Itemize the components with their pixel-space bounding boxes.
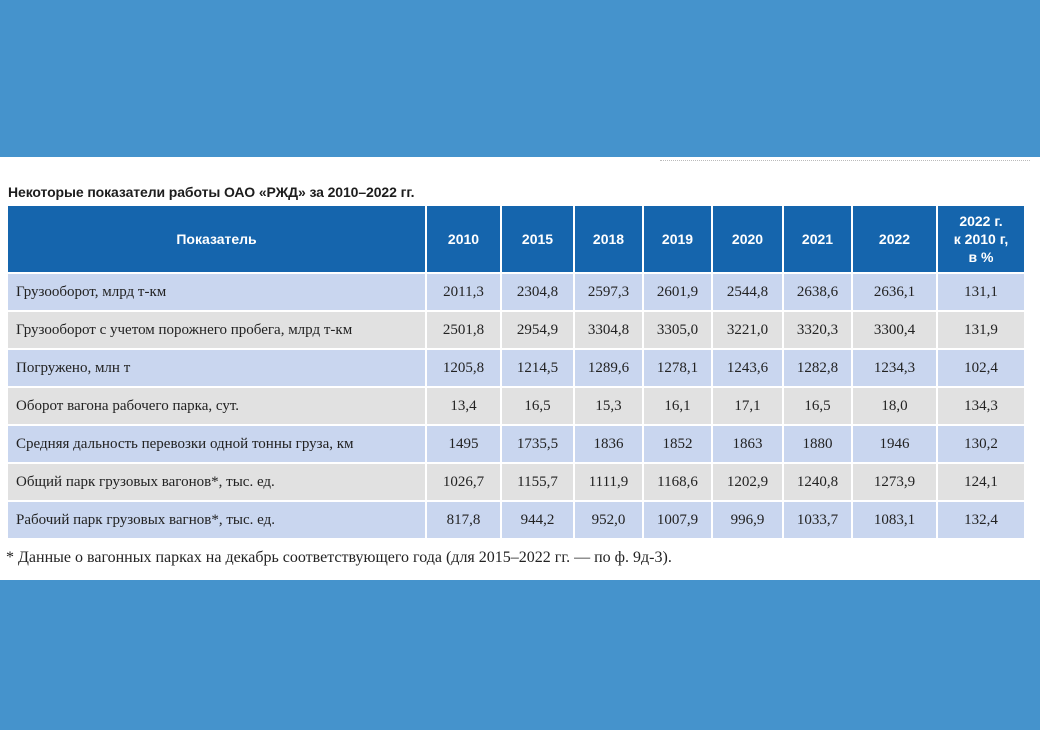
row-value: 18,0 <box>852 387 938 426</box>
header-column-1: 2010 <box>426 206 502 274</box>
table-row: Общий парк грузовых вагонов*, тыс. ед. 10… <box>8 463 1024 502</box>
row-value: 1168,6 <box>643 463 713 502</box>
row-value: 131,9 <box>937 311 1024 350</box>
row-value: 2501,8 <box>426 311 502 350</box>
row-label: Рабочий парк грузовых вагнов*, тыс. ед. <box>8 501 427 540</box>
row-value: 3300,4 <box>852 311 938 350</box>
row-value: 1282,8 <box>783 349 853 388</box>
table-row: Оборот вагона рабочего парка, сут. 13,4 16… <box>8 387 1024 426</box>
row-label: Грузооборот с учетом порожнего пробега, … <box>8 311 427 350</box>
row-value: 1735,5 <box>501 425 575 464</box>
header-column-2: 2015 <box>501 206 575 274</box>
table-row: Грузооборот, млрд т-км 2011,3 2304,8 2597,3… <box>8 273 1024 312</box>
row-value: 1880 <box>783 425 853 464</box>
header-column-4: 2019 <box>643 206 713 274</box>
header-column-3: 2018 <box>574 206 644 274</box>
row-value: 3304,8 <box>574 311 644 350</box>
row-value: 1083,1 <box>852 501 938 540</box>
row-value: 130,2 <box>937 425 1024 464</box>
row-value: 134,3 <box>937 387 1024 426</box>
row-value: 1026,7 <box>426 463 502 502</box>
row-value: 1214,5 <box>501 349 575 388</box>
footnote: * Данные о вагонных парках на декабрь со… <box>6 549 672 566</box>
scan-artifact-line <box>660 157 1030 161</box>
table-row: Грузооборот с учетом порожнего пробега, … <box>8 311 1024 350</box>
table-body: Грузооборот, млрд т-км 2011,3 2304,8 2597,3… <box>8 273 1024 540</box>
indicators-table: Показатель 2010 2015 2018 2019 2020 2021 2022 20… <box>8 206 1024 540</box>
row-value: 1278,1 <box>643 349 713 388</box>
row-value: 2304,8 <box>501 273 575 312</box>
row-value: 1033,7 <box>783 501 853 540</box>
header-column-8: 2022 г. к 2010 г, в % <box>937 206 1024 274</box>
row-value: 1863 <box>712 425 784 464</box>
header-column-5: 2020 <box>712 206 784 274</box>
row-value: 102,4 <box>937 349 1024 388</box>
row-label: Погружено, млн т <box>8 349 427 388</box>
row-value: 1289,6 <box>574 349 644 388</box>
document-page: Некоторые показатели работы ОАО «РЖД» за… <box>0 157 1040 580</box>
row-value: 817,8 <box>426 501 502 540</box>
row-value: 1202,9 <box>712 463 784 502</box>
row-label: Средняя дальность перевозки одной тонны … <box>8 425 427 464</box>
row-value: 1852 <box>643 425 713 464</box>
row-value: 16,5 <box>783 387 853 426</box>
row-value: 17,1 <box>712 387 784 426</box>
header-indicator: Показатель <box>8 206 427 274</box>
row-value: 1205,8 <box>426 349 502 388</box>
row-value: 1243,6 <box>712 349 784 388</box>
row-value: 1273,9 <box>852 463 938 502</box>
row-value: 2638,6 <box>783 273 853 312</box>
row-value: 996,9 <box>712 501 784 540</box>
table-row: Средняя дальность перевозки одной тонны … <box>8 425 1024 464</box>
table-row: Погружено, млн т 1205,8 1214,5 1289,6 1278,1… <box>8 349 1024 388</box>
row-value: 1234,3 <box>852 349 938 388</box>
row-value: 1836 <box>574 425 644 464</box>
header-column-7: 2022 <box>852 206 938 274</box>
row-value: 952,0 <box>574 501 644 540</box>
row-value: 2601,9 <box>643 273 713 312</box>
row-value: 2597,3 <box>574 273 644 312</box>
row-label: Оборот вагона рабочего парка, сут. <box>8 387 427 426</box>
row-value: 1946 <box>852 425 938 464</box>
row-value: 132,4 <box>937 501 1024 540</box>
row-value: 124,1 <box>937 463 1024 502</box>
row-value: 3305,0 <box>643 311 713 350</box>
row-value: 1007,9 <box>643 501 713 540</box>
row-value: 2954,9 <box>501 311 575 350</box>
table-title: Некоторые показатели работы ОАО «РЖД» за… <box>8 184 415 200</box>
row-label: Общий парк грузовых вагонов*, тыс. ед. <box>8 463 427 502</box>
row-value: 1111,9 <box>574 463 644 502</box>
row-value: 1240,8 <box>783 463 853 502</box>
row-value: 3221,0 <box>712 311 784 350</box>
row-value: 1495 <box>426 425 502 464</box>
header-column-6: 2021 <box>783 206 853 274</box>
row-value: 16,5 <box>501 387 575 426</box>
row-value: 16,1 <box>643 387 713 426</box>
row-value: 1155,7 <box>501 463 575 502</box>
row-label: Грузооборот, млрд т-км <box>8 273 427 312</box>
row-value: 2544,8 <box>712 273 784 312</box>
table-row: Рабочий парк грузовых вагнов*, тыс. ед. 8… <box>8 501 1024 540</box>
row-value: 2636,1 <box>852 273 938 312</box>
row-value: 15,3 <box>574 387 644 426</box>
row-value: 944,2 <box>501 501 575 540</box>
table-header-row: Показатель 2010 2015 2018 2019 2020 2021 2022 20… <box>8 206 1024 274</box>
row-value: 13,4 <box>426 387 502 426</box>
row-value: 131,1 <box>937 273 1024 312</box>
row-value: 3320,3 <box>783 311 853 350</box>
row-value: 2011,3 <box>426 273 502 312</box>
